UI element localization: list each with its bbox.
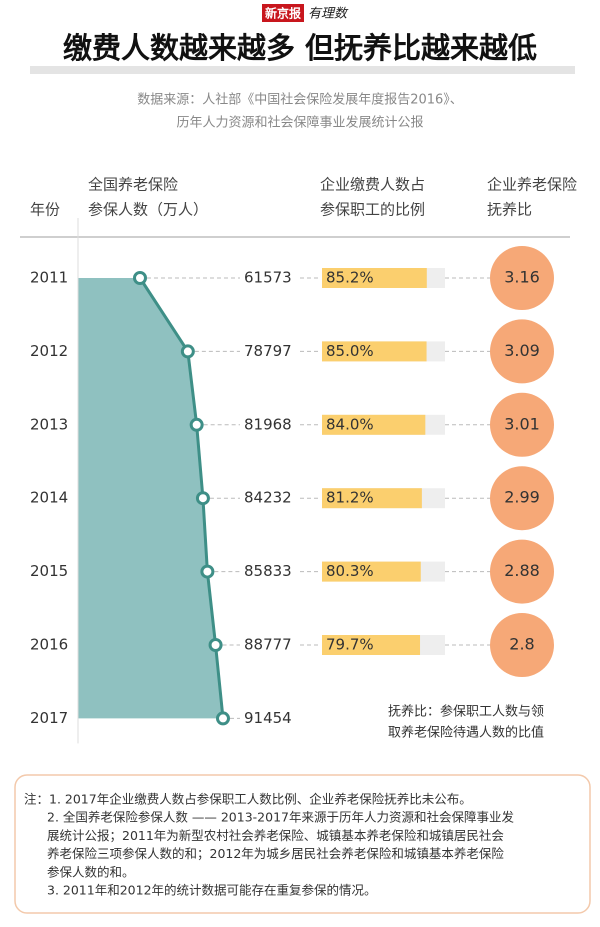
point: [189, 417, 204, 432]
category-label: 2015: [30, 562, 68, 580]
footnote: 参保人数的和。: [47, 864, 135, 879]
point: [195, 491, 210, 506]
bar: [322, 635, 421, 655]
ratio-circle: [490, 466, 554, 531]
note: 取养老保险待遇人数的比值: [388, 725, 544, 741]
title-underline: [30, 66, 575, 74]
value-label: 3.16: [504, 268, 540, 287]
value-label: 3.09: [504, 341, 540, 360]
category-label: 2013: [30, 415, 68, 433]
value-label: 85833: [244, 562, 292, 580]
ratio-circle: [490, 539, 554, 604]
footnote: 展统计公报；2011年为新型农村社会养老保险、城镇基本养老保险和城镇居民社会: [47, 828, 504, 843]
category-label: 2011: [30, 269, 68, 287]
logo-box: [262, 4, 304, 22]
ratio-circle: [490, 319, 554, 384]
value-label: 85.0%: [326, 342, 374, 360]
column-header: 企业养老保险: [487, 176, 577, 194]
ratio-circle: [490, 246, 554, 310]
point: [208, 638, 223, 652]
source-line: 数据来源：人社部《中国社会保险发展年度报告2016》、: [137, 92, 463, 108]
column-header: 企业缴费人数占: [320, 176, 425, 194]
value-label: 81968: [244, 415, 292, 433]
value-label: 85.2%: [326, 269, 374, 287]
value-label: 2.88: [504, 561, 540, 580]
bar: [322, 414, 426, 435]
footnote: 注：1. 2017年企业缴费人数占参保职工人数比例、企业养老保险抚养比未公布。: [24, 792, 472, 807]
value-label: 2.8: [509, 635, 534, 654]
footnote: 养老保险三项参保人数的和；2012年为城乡居民社会养老保险和城镇基本养老保险: [47, 846, 504, 861]
value-label: 78797: [244, 342, 292, 360]
value-label: 61573: [244, 269, 292, 287]
value-label: 91454: [244, 709, 292, 727]
column-header: 参保人数（万人）: [88, 201, 208, 219]
point: [180, 344, 195, 359]
footnote: 3. 2011年和2012年的统计数据可能存在重复参保的情况。: [47, 883, 377, 898]
bar: [322, 561, 421, 582]
point: [133, 271, 147, 285]
column-header: 年份: [30, 201, 60, 219]
note: 抚养比：参保职工人数与领: [388, 704, 544, 720]
footnote-box: [14, 774, 591, 914]
value-label: 81.2%: [326, 489, 374, 507]
value-label: 88777: [244, 636, 292, 654]
logo: 新京报: [265, 6, 301, 21]
value-label: 3.01: [504, 414, 540, 433]
area-fill: [78, 278, 223, 719]
bar: [322, 341, 427, 362]
chart-title: 缴费人数越来越多 但抚养比越来越低: [63, 31, 537, 65]
logo-sub: 有理数: [308, 7, 349, 22]
point: [216, 711, 230, 726]
bar: [322, 488, 422, 509]
column-header: 参保职工的比例: [320, 201, 425, 219]
category-label: 2017: [30, 709, 68, 727]
value-label: 2.99: [504, 488, 540, 507]
ratio-circle: [490, 392, 554, 457]
value-label: 84232: [244, 489, 292, 507]
value-label: 80.3%: [326, 562, 374, 580]
value-label: 79.7%: [326, 636, 374, 654]
category-label: 2012: [30, 342, 68, 360]
footnote: 2. 全国养老保险参保人数 —— 2013-2017年来源于历年人力资源和社会保…: [47, 810, 514, 825]
value-label: 84.0%: [326, 415, 374, 433]
column-header: 全国养老保险: [88, 176, 178, 194]
ratio-circle: [490, 613, 554, 677]
source-line: 历年人力资源和社会保障事业发展统计公报: [176, 115, 423, 131]
point: [200, 564, 215, 579]
column-header: 抚养比: [487, 201, 532, 219]
category-label: 2014: [30, 489, 68, 507]
bar: [322, 268, 427, 288]
category-label: 2016: [30, 636, 68, 654]
